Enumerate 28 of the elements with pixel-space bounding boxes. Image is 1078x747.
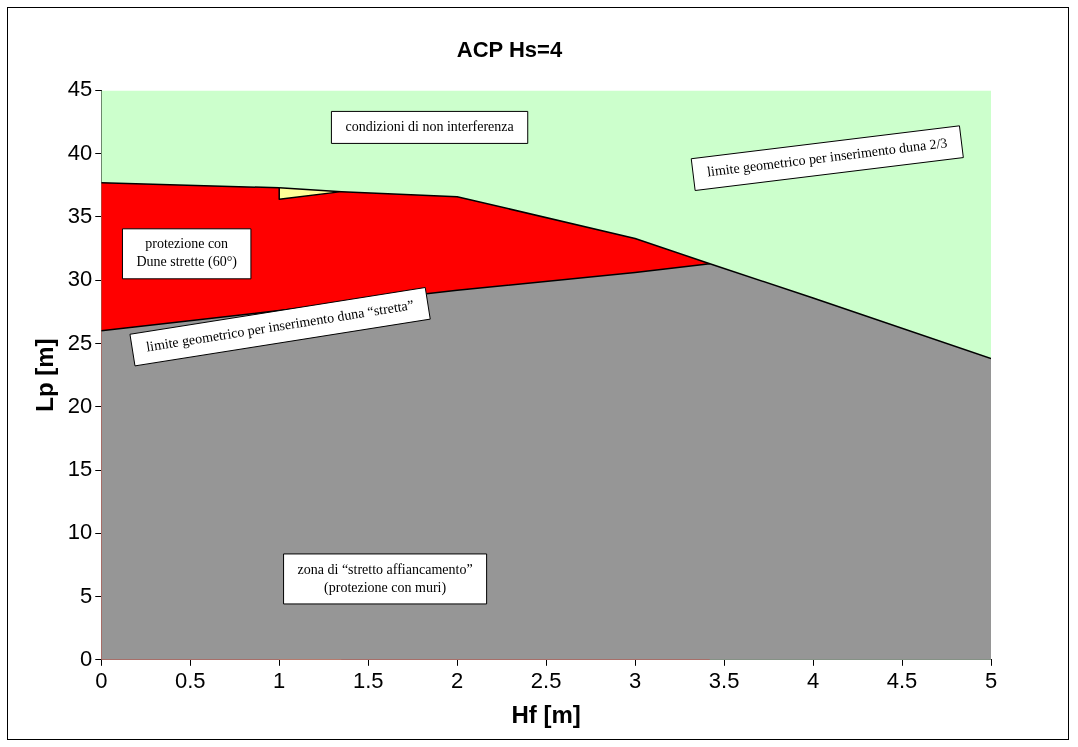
x-tick-label: 1.5	[352, 668, 384, 694]
x-tick-label: 5	[984, 668, 998, 694]
x-axis-title: Hf [m]	[511, 701, 581, 729]
annotation: limite geometrico per inserimento duna 2/3	[706, 135, 949, 180]
y-tick-label: 45	[67, 76, 93, 102]
y-axis-title: Lp [m]	[31, 338, 59, 412]
y-tick-label: 35	[67, 203, 93, 228]
x-tick-label: 4	[806, 668, 820, 694]
y-tick-label: 40	[67, 139, 93, 165]
annotation: protezione con Dune strette (60°)	[136, 236, 238, 271]
y-tick-label: 25	[67, 329, 93, 355]
annotation: limite geometrico per inserimento duna “stretta”	[145, 297, 415, 355]
y-tick-label: 30	[67, 266, 93, 292]
x-tick-label: 4.5	[886, 668, 918, 694]
y-tick-label: 5	[80, 582, 93, 608]
y-tick-label: 0	[80, 645, 93, 671]
y-tick-label: 20	[67, 392, 93, 418]
x-tick-label: 3	[628, 668, 642, 694]
x-tick-label: 1	[273, 668, 286, 694]
x-tick-label: 2.5	[530, 668, 562, 694]
chart-title: ACP Hs=4	[456, 37, 563, 63]
annotation: condizioni di non interferenza	[345, 119, 515, 135]
x-tick-label: 2	[451, 668, 464, 694]
y-tick-label: 15	[67, 456, 93, 482]
x-tick-label: 3.5	[708, 668, 740, 694]
annotation: zona di “stretto affiancamento” (protezione con muri)	[297, 561, 473, 596]
x-tick-label: 0.5	[174, 668, 206, 694]
y-tick-label: 10	[67, 519, 93, 545]
